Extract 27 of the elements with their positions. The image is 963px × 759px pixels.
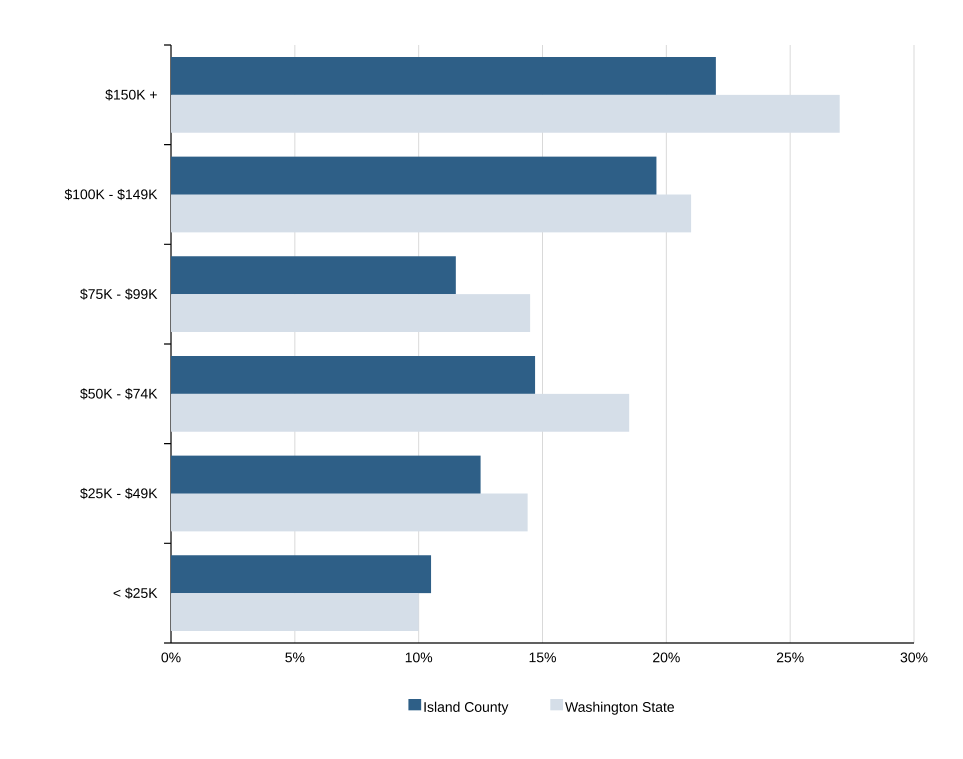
y-tick-label: $25K - $49K (80, 488, 158, 500)
y-tick-label: $150K + (105, 89, 157, 100)
x-tick-label: 15% (530, 652, 556, 662)
x-tick-label: 5% (285, 652, 304, 662)
bar (171, 493, 528, 532)
y-tick-label: $75K - $99K (80, 288, 158, 300)
x-tick-label: 10% (406, 652, 432, 662)
bar (171, 356, 536, 394)
y-tick-label: < $25K (114, 588, 158, 599)
bar (171, 394, 630, 432)
bar (171, 593, 419, 632)
bar (171, 555, 432, 594)
bar (171, 94, 840, 133)
legend-label: Washington State (565, 702, 674, 715)
bar (171, 294, 530, 332)
legend-label: Island County (424, 702, 508, 715)
bar (171, 156, 656, 194)
bar (171, 456, 481, 494)
x-tick-label: 25% (776, 652, 804, 662)
x-tick-label: 30% (900, 652, 928, 662)
y-tick-label: $50K - $74K (80, 388, 158, 400)
y-tick-label: $100K - $149K (64, 188, 158, 200)
bar (171, 194, 692, 232)
x-tick-label: 0% (161, 652, 181, 662)
bar (171, 256, 456, 294)
x-tick-label: 20% (653, 652, 680, 662)
bar (171, 56, 716, 95)
